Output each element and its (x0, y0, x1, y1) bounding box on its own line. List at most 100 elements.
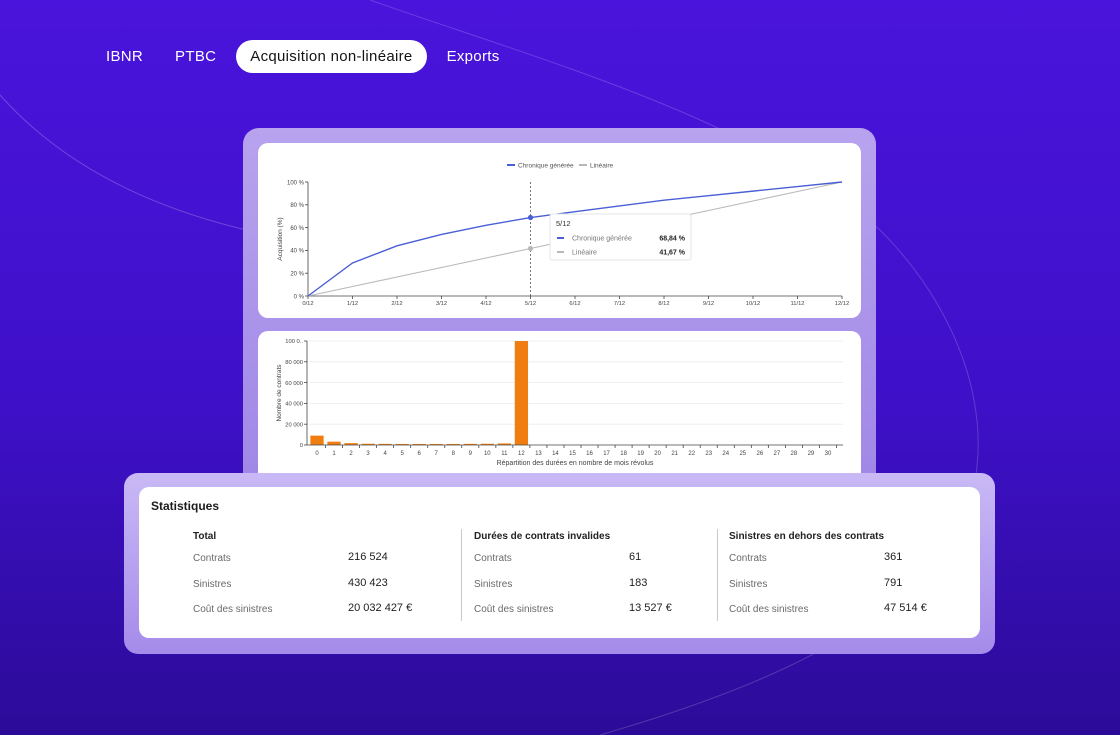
stats-value: 216 524 (348, 551, 388, 563)
y-tick-label: 0 % (294, 294, 305, 300)
chart-legend: Chronique générée Linéaire (507, 163, 614, 170)
x-tick-label: 19 (637, 451, 644, 457)
x-tick-label: 24 (722, 451, 729, 457)
x-tick-label: 6 (418, 451, 422, 457)
bar[interactable] (344, 443, 358, 445)
tooltip-value-chronique: 68,84 % (659, 236, 685, 243)
stats-row: Coût des sinistres 13 527 € (474, 602, 672, 628)
y-axis-title: Acquisition (%) (277, 217, 284, 260)
x-tick-label: 2/12 (391, 301, 402, 307)
x-tick-label: 7 (435, 451, 439, 457)
bar[interactable] (497, 443, 511, 445)
x-tick-label: 20 (654, 451, 661, 457)
y-tick-label: 100 % (287, 180, 305, 186)
x-tick-label: 4/12 (480, 301, 491, 307)
series-line-chronique[interactable] (307, 181, 843, 297)
x-tick-label: 6/12 (569, 301, 580, 307)
bar[interactable] (378, 443, 392, 445)
x-tick-label: 23 (705, 451, 712, 457)
stats-value: 430 423 (348, 576, 388, 589)
bar[interactable] (480, 443, 494, 445)
legend-label-chronique[interactable]: Chronique générée (518, 163, 574, 170)
x-tick-label: 10 (484, 451, 491, 457)
tab-ibnr[interactable]: IBNR (106, 48, 144, 65)
bar[interactable] (361, 443, 375, 445)
stats-row: Coût des sinistres 47 514 € (729, 602, 927, 628)
stats-row: Contrats 61 (474, 551, 672, 577)
hover-point-chronique (527, 214, 534, 221)
stats-row: Contrats 361 (729, 551, 927, 577)
y-tick-label: 60 % (290, 226, 304, 232)
x-tick-label: 9 (469, 451, 473, 457)
x-tick-label: 16 (586, 451, 593, 457)
x-tick-label: 15 (569, 451, 576, 457)
x-tick-label: 12/12 (835, 301, 850, 307)
bar[interactable] (310, 435, 324, 445)
bar[interactable] (412, 443, 426, 445)
stats-label: Contrats (474, 553, 512, 564)
bar[interactable] (395, 443, 409, 445)
bar[interactable] (514, 341, 529, 445)
stats-row: Sinistres 183 (474, 577, 672, 603)
chart-tooltip: 5/12 Chronique générée 68,84 % Linéaire … (549, 213, 692, 261)
stats-row: Contrats 216 524 (193, 551, 412, 577)
y-tick-label: 80 % (290, 203, 304, 209)
x-tick-label: 11 (501, 451, 508, 457)
stats-group-claims-outside-contracts: Sinistres en dehors des contrats Contrat… (729, 531, 927, 628)
bar[interactable] (327, 441, 341, 445)
stats-group-title: Sinistres en dehors des contrats (729, 531, 885, 542)
x-tick-label: 5/12 (525, 301, 536, 307)
bar[interactable] (446, 443, 460, 445)
hover-point-lineaire (527, 245, 534, 252)
stats-label: Coût des sinistres (729, 604, 809, 615)
stats-label: Sinistres (193, 578, 232, 590)
x-tick-label: 1/12 (347, 301, 358, 307)
statistics-title: Statistiques (151, 499, 220, 513)
x-tick-label: 28 (791, 451, 798, 457)
x-tick-label: 22 (688, 451, 695, 457)
x-tick-label: 0/12 (302, 301, 313, 307)
x-axis-ticks: 0 1 2 3 4 5 6 7 8 9 10 11 12 13 14 15 16 17 18 19 20 21 22 23 24… (315, 445, 837, 457)
tooltip-label-lineaire: Linéaire (572, 250, 597, 257)
stats-value: 61 (629, 551, 642, 563)
x-tick-label: 25 (739, 451, 746, 457)
bar[interactable] (463, 443, 477, 445)
acquisition-line-chart[interactable]: Chronique générée Linéaire Acquisition (… (258, 143, 861, 318)
bar-series (310, 341, 529, 445)
tab-ptbc[interactable]: PTBC (175, 48, 217, 65)
hover-points (527, 214, 534, 252)
bar[interactable] (429, 443, 443, 445)
acquisition-line-chart-card: Chronique générée Linéaire Acquisition (… (258, 143, 861, 318)
stats-value: 183 (629, 576, 648, 589)
x-tick-label: 18 (620, 451, 627, 457)
stats-label: Coût des sinistres (474, 604, 554, 615)
top-tabs: IBNR PTBC Acquisition non-linéaire Expor… (94, 40, 512, 73)
stats-group-total: Total Contrats 216 524 Sinistres 430 423 C… (193, 531, 412, 628)
y-tick-label: 20 % (290, 272, 304, 278)
x-tick-label: 30 (825, 451, 832, 457)
stats-value: 47 514 € (884, 602, 927, 614)
y-tick-label: 60 000 (285, 381, 303, 387)
legend-label-lineaire[interactable]: Linéaire (590, 163, 614, 170)
stats-group-title: Durées de contrats invalides (474, 531, 611, 542)
stats-label: Contrats (729, 553, 767, 564)
x-tick-label: 2 (349, 451, 353, 457)
tab-exports[interactable]: Exports (446, 48, 500, 65)
tooltip-label-chronique: Chronique générée (572, 236, 632, 243)
stats-row: Sinistres 791 (729, 577, 927, 603)
stats-value: 20 032 427 € (348, 602, 413, 614)
x-tick-label: 14 (552, 451, 559, 457)
x-tick-label: 0 (315, 451, 319, 457)
stats-value: 13 527 € (629, 602, 672, 614)
column-divider (461, 529, 462, 621)
x-tick-label: 3/12 (436, 301, 447, 307)
tooltip-value-lineaire: 41,67 % (659, 250, 685, 257)
x-tick-label: 1 (332, 451, 336, 457)
tab-acquisition-non-lineaire[interactable]: Acquisition non-linéaire (236, 40, 427, 73)
stats-label: Coût des sinistres (193, 604, 273, 615)
stats-group-invalid-durations: Durées de contrats invalides Contrats 61 … (474, 531, 672, 628)
y-tick-label: 100 0.. (285, 339, 303, 345)
x-tick-label: 10/12 (746, 301, 761, 307)
y-axis-title: Nombre de contrats (276, 364, 283, 422)
